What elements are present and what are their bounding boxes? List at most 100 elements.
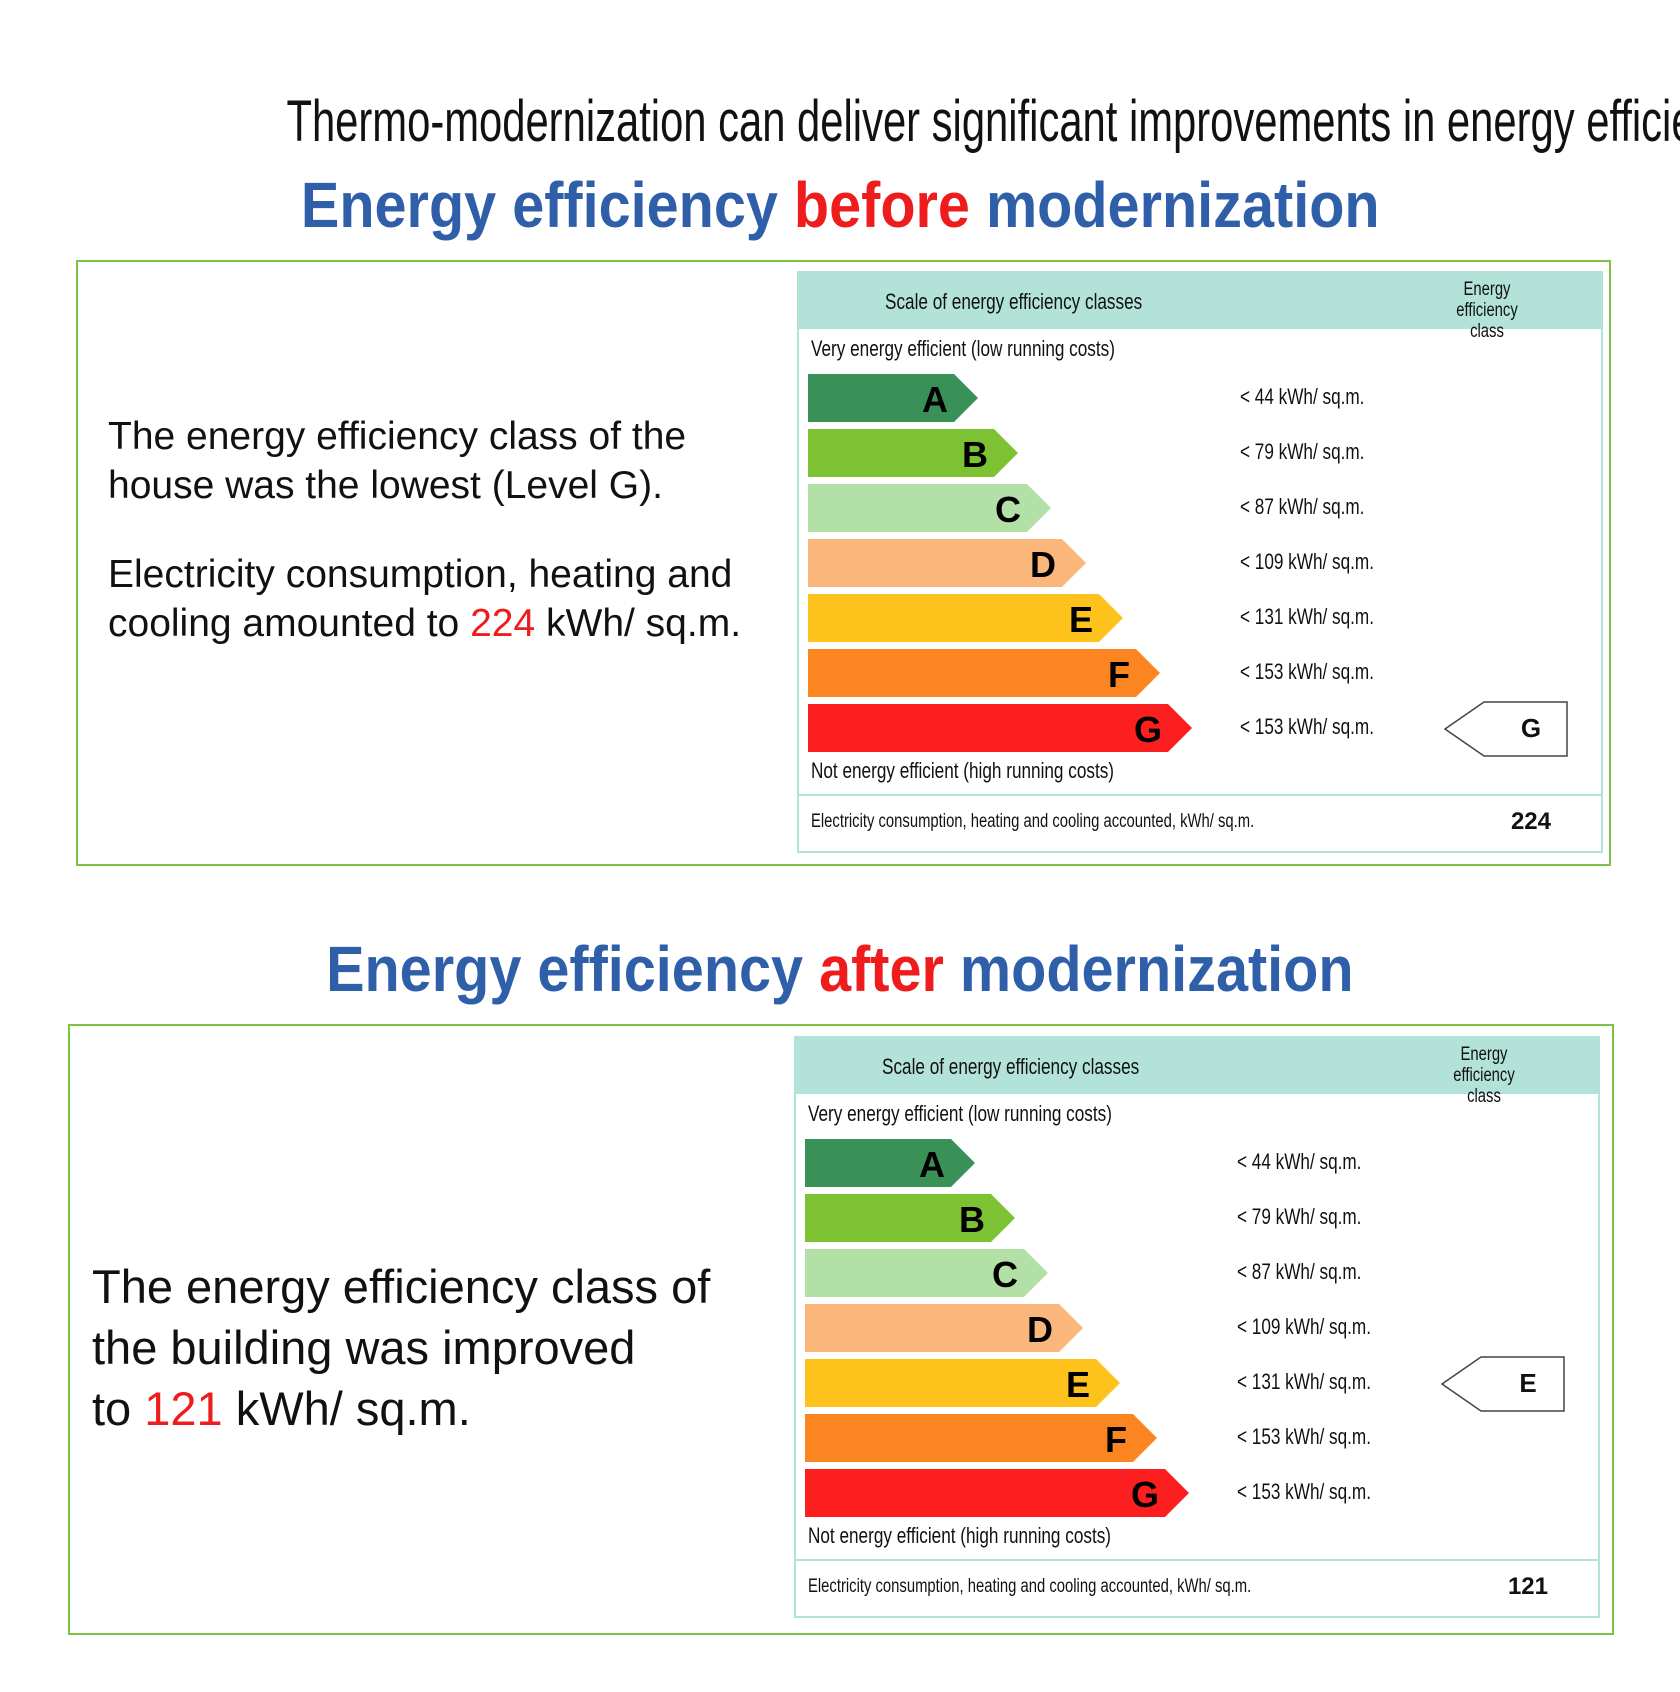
class-range: < 79 kWh/ sq.m.: [1240, 439, 1400, 465]
class-bar-e: E: [805, 1359, 1120, 1407]
class-letter: G: [1133, 709, 1162, 750]
before-description-p1: The energy efficiency class of the house…: [108, 415, 687, 507]
class-range: < 109 kWh/ sq.m.: [1237, 1314, 1409, 1340]
footer-label: Electricity consumption, heating and coo…: [808, 1576, 1376, 1598]
class-range: < 131 kWh/ sq.m.: [1237, 1369, 1409, 1395]
class-bar-f: F: [808, 649, 1160, 697]
class-letter: D: [1027, 1309, 1053, 1350]
class-bar-d: D: [808, 539, 1086, 587]
consumption-value: 224: [470, 602, 536, 645]
after-panel: The energy efficiency class of the build…: [68, 1024, 1614, 1635]
class-letter: E: [1068, 599, 1093, 640]
class-range: < 79 kWh/ sq.m.: [1237, 1204, 1397, 1230]
after-description-l2: the building was improved: [92, 1321, 636, 1374]
pointer-arrow-icon: [1440, 1356, 1565, 1412]
class-range: < 44 kWh/ sq.m.: [1240, 384, 1400, 410]
heading-highlight: after: [819, 933, 945, 1005]
before-description: The energy efficiency class of the house…: [108, 412, 768, 648]
top-note: Very energy efficient (low running costs…: [811, 336, 1201, 362]
class-range: < 153 kWh/ sq.m.: [1237, 1424, 1409, 1450]
class-range-text: < 44 kWh/ sq.m.: [1240, 384, 1365, 409]
class-letter: G: [1130, 1474, 1159, 1515]
heading-post: modernization: [944, 933, 1354, 1005]
footer-divider: [799, 794, 1601, 796]
header-scale-title: Scale of energy efficiency classes: [885, 289, 1215, 315]
bottom-note: Not energy efficient (high running costs…: [811, 758, 1199, 784]
footer-label-text: Electricity consumption, heating and coo…: [808, 1576, 1252, 1597]
current-class-letter: G: [1520, 713, 1542, 743]
footer-divider: [796, 1559, 1598, 1561]
class-range-text: < 153 kWh/ sq.m.: [1237, 1424, 1372, 1449]
unit-text: kWh/ sq.m.: [535, 602, 742, 645]
class-range: < 153 kWh/ sq.m.: [1240, 659, 1412, 685]
class-bar-d: D: [805, 1304, 1083, 1352]
unit-text: kWh/ sq.m.: [222, 1382, 471, 1435]
top-note-text: Very energy efficient (low running costs…: [811, 336, 1115, 361]
class-bar-c: C: [808, 484, 1051, 532]
class-letter: A: [919, 1144, 945, 1185]
l3-text: to: [92, 1382, 145, 1435]
heading-pre: Energy efficiency: [300, 169, 794, 241]
class-range: < 87 kWh/ sq.m.: [1240, 494, 1400, 520]
heading-post: modernization: [969, 169, 1380, 241]
top-note-text: Very energy efficient (low running costs…: [808, 1101, 1112, 1126]
before-panel: The energy efficiency class of the house…: [76, 260, 1611, 866]
class-bar-a: A: [808, 374, 978, 422]
class-letter: F: [1105, 1419, 1127, 1460]
heading-highlight: before: [793, 169, 970, 241]
label-header: Scale of energy efficiency classes Energy…: [796, 1038, 1598, 1107]
class-letter: E: [1065, 1364, 1090, 1405]
heading-before: Energy efficiency before modernization: [0, 168, 1680, 242]
class-range-text: < 87 kWh/ sq.m.: [1237, 1259, 1362, 1284]
heading-pre: Energy efficiency: [326, 933, 820, 1005]
class-letter: C: [992, 1254, 1018, 1295]
header-class-title: Energy efficiency class: [1417, 279, 1557, 342]
header-scale-title: Scale of energy efficiency classes: [882, 1054, 1212, 1080]
heading-after: Energy efficiency after modernization: [0, 932, 1680, 1006]
class-letter: F: [1108, 654, 1130, 695]
bottom-note-text: Not energy efficient (high running costs…: [811, 758, 1115, 783]
class-bar-b: B: [805, 1194, 1015, 1242]
class-range-text: < 153 kWh/ sq.m.: [1237, 1479, 1372, 1504]
class-bar-f: F: [805, 1414, 1157, 1462]
after-description-l3: to 121 kWh/ sq.m.: [92, 1378, 792, 1439]
class-range-text: < 131 kWh/ sq.m.: [1240, 604, 1375, 629]
heading-after-text: Energy efficiency after modernization: [326, 932, 1353, 1006]
class-letter: B: [959, 1199, 985, 1240]
footer-label: Electricity consumption, heating and coo…: [811, 811, 1379, 833]
footer-value: 224: [1510, 808, 1551, 835]
class-range: < 44 kWh/ sq.m.: [1237, 1149, 1397, 1175]
current-class-letter: E: [1519, 1368, 1537, 1398]
after-description-l1: The energy efficiency class of: [92, 1260, 711, 1313]
class-range-text: < 153 kWh/ sq.m.: [1240, 659, 1375, 684]
header-class-text: Energy efficiency class: [1456, 279, 1518, 342]
class-letter: D: [1030, 544, 1056, 585]
class-range-text: < 109 kWh/ sq.m.: [1240, 549, 1375, 574]
class-range-text: < 87 kWh/ sq.m.: [1240, 494, 1365, 519]
heading-before-text: Energy efficiency before modernization: [301, 168, 1380, 242]
footer-value: 121: [1507, 1573, 1548, 1600]
p2-text: Electricity consumption, heating and coo…: [108, 553, 733, 645]
class-range: < 153 kWh/ sq.m.: [1237, 1479, 1409, 1505]
class-range: < 87 kWh/ sq.m.: [1237, 1259, 1397, 1285]
energy-label-before: Scale of energy efficiency classes Energy…: [797, 271, 1603, 853]
class-range: < 109 kWh/ sq.m.: [1240, 549, 1412, 575]
top-note: Very energy efficient (low running costs…: [808, 1101, 1198, 1127]
class-bar-a: A: [805, 1139, 975, 1187]
class-range-text: < 79 kWh/ sq.m.: [1240, 439, 1365, 464]
class-range: < 131 kWh/ sq.m.: [1240, 604, 1412, 630]
before-description-p2: Electricity consumption, heating and coo…: [108, 550, 768, 648]
footer-label-text: Electricity consumption, heating and coo…: [811, 811, 1255, 832]
bottom-note-text: Not energy efficient (high running costs…: [808, 1523, 1112, 1548]
class-bar-e: E: [808, 594, 1123, 642]
class-bar-g: G: [808, 704, 1192, 752]
energy-label-after: Scale of energy efficiency classes Energy…: [794, 1036, 1600, 1618]
main-title: Thermo-modernization can deliver signifi…: [0, 88, 1680, 155]
consumption-value: 121: [144, 1382, 223, 1435]
class-letter: B: [962, 434, 988, 475]
class-letter: C: [995, 489, 1021, 530]
current-class-indicator: G: [1443, 701, 1568, 757]
class-range-text: < 79 kWh/ sq.m.: [1237, 1204, 1362, 1229]
class-range-text: < 44 kWh/ sq.m.: [1237, 1149, 1362, 1174]
class-letter: A: [922, 379, 948, 420]
